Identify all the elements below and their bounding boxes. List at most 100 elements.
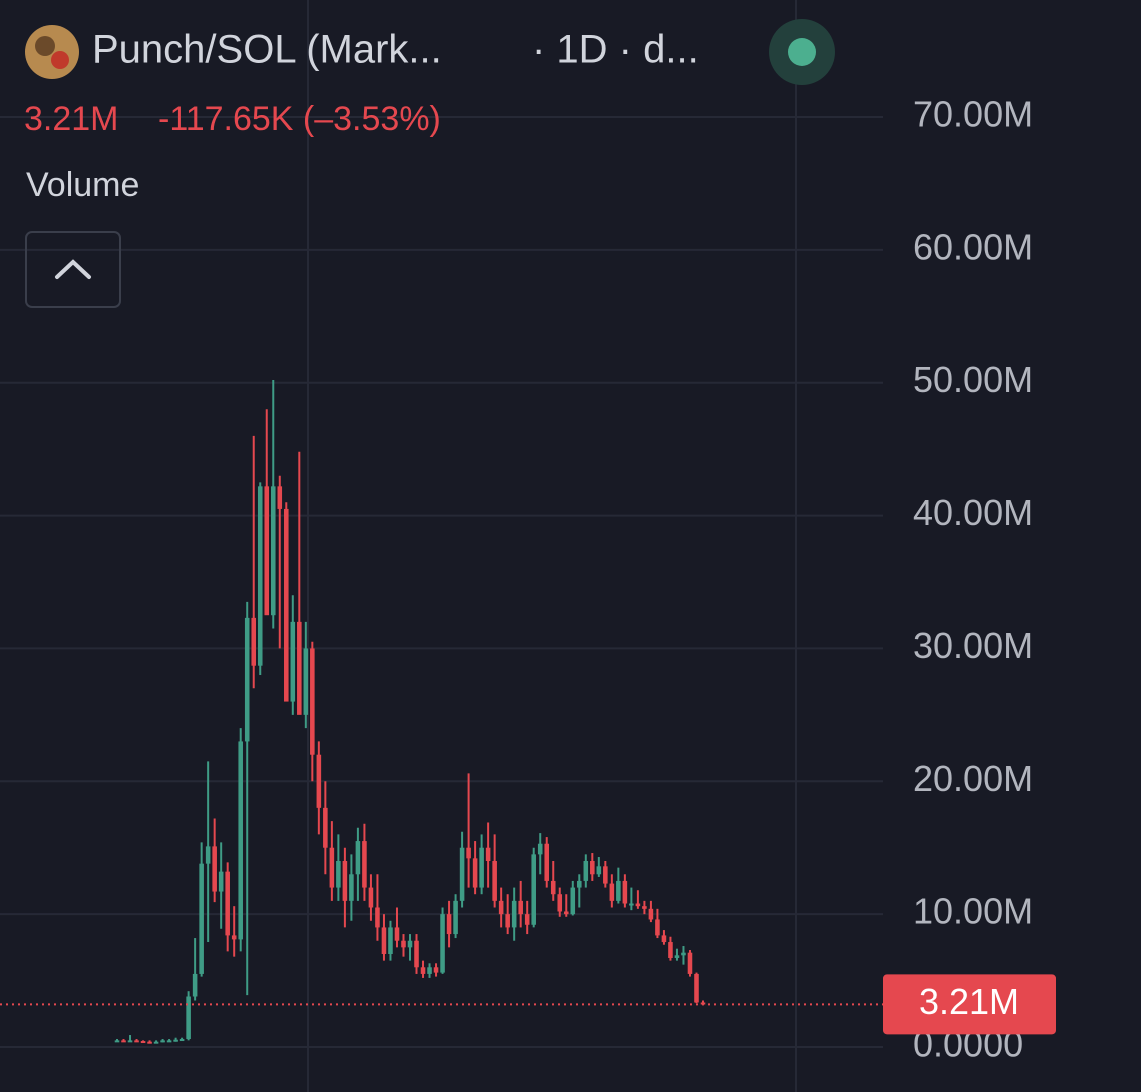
candle-body [635, 903, 641, 907]
candle-body [251, 617, 257, 666]
candles [114, 380, 706, 1044]
candle-body [505, 914, 510, 928]
candle-body [368, 887, 374, 908]
y-tick-label: 30.00M [913, 625, 1033, 666]
candle-body [349, 874, 354, 901]
candle-body [231, 935, 237, 940]
candle-body [687, 952, 693, 974]
candle-body [622, 880, 628, 904]
candle-body [420, 967, 426, 974]
candle-body [375, 907, 380, 928]
candle-body [179, 1039, 185, 1042]
candle-body [297, 621, 302, 715]
y-tick-label: 40.00M [913, 492, 1033, 533]
candle-body [674, 955, 680, 958]
candle-body [472, 858, 478, 888]
candle-body [316, 754, 322, 808]
candle-body [160, 1040, 165, 1043]
candle-body [270, 486, 276, 616]
candle-body [550, 880, 556, 895]
candle-body [277, 486, 283, 509]
candle-body [531, 854, 536, 925]
candle-body [134, 1040, 139, 1043]
candle-body [153, 1041, 159, 1044]
candle-body [342, 861, 348, 901]
candle-body [459, 847, 465, 901]
collapse-button[interactable] [25, 231, 121, 308]
candle-body [485, 847, 491, 861]
candle-body [147, 1041, 152, 1044]
candle-body [583, 861, 589, 881]
candle-body [192, 973, 198, 997]
indicator-label: Volume [26, 166, 139, 204]
last-price-tag-label: 3.21M [919, 981, 1019, 1022]
candle-body [212, 846, 217, 892]
candle-body [427, 967, 432, 974]
candle-body [225, 871, 230, 936]
candle-body [570, 887, 576, 915]
candle-body [329, 847, 335, 888]
candle-body [290, 621, 296, 702]
candle-body [577, 880, 582, 888]
candle-body [394, 927, 400, 941]
grid [0, 0, 883, 1092]
symbol-avatar-detail [35, 36, 55, 56]
candle-body [648, 908, 654, 920]
status-indicator[interactable] [788, 38, 816, 66]
candle-body [414, 940, 419, 968]
candle-body [166, 1040, 172, 1043]
candle-body [524, 914, 530, 925]
candle-body [609, 883, 615, 901]
candle-body [114, 1040, 120, 1043]
candle-body [466, 847, 471, 859]
candle-body [661, 935, 667, 943]
symbol-avatar-detail [51, 51, 69, 69]
candle-body [140, 1041, 146, 1044]
candle-body [381, 927, 387, 954]
candle-body [401, 940, 406, 948]
candle-body [284, 508, 289, 702]
candle-body [218, 871, 224, 892]
candle-body [629, 903, 634, 906]
y-tick-label: 10.00M [913, 891, 1033, 932]
candle-body [388, 927, 393, 954]
y-tick-label: 70.00M [913, 94, 1033, 135]
candle-body [336, 861, 341, 888]
candle-body [453, 900, 458, 935]
price-change: -117.65K (–3.53%) [158, 100, 441, 138]
candle-body [244, 617, 250, 742]
last-price: 3.21M [24, 100, 119, 138]
candle-body [407, 940, 413, 948]
y-tick-label: 20.00M [913, 758, 1033, 799]
candle-body [238, 741, 243, 940]
candle-body [668, 942, 673, 958]
header: Punch/SOL (Mark... · 1D · d... 3.21M -11… [24, 19, 835, 308]
candle-body [257, 486, 263, 666]
candle-body [655, 919, 660, 936]
candle-body [518, 900, 523, 915]
last-price-tag [883, 974, 1056, 1035]
candle-body [544, 843, 550, 881]
candle-body [205, 846, 211, 864]
chevron-up-icon [55, 259, 91, 279]
candle-body [186, 996, 191, 1040]
candle-body [557, 894, 563, 912]
candle-body [440, 914, 445, 973]
candle-body [121, 1040, 126, 1043]
candle-body [694, 973, 699, 1003]
candle-body [498, 900, 504, 915]
candle-body [446, 914, 452, 935]
candle-body [492, 861, 497, 901]
candle-body [603, 866, 608, 884]
candle-body [596, 866, 602, 875]
candle-body [642, 906, 647, 909]
interval: · 1D · d... [532, 28, 699, 72]
candle-body [537, 843, 543, 855]
candle-body [264, 486, 270, 616]
candle-body [303, 648, 309, 715]
y-tick-label: 50.00M [913, 359, 1033, 400]
y-tick-label: 60.00M [913, 226, 1033, 267]
candle-body [479, 847, 484, 888]
candle-body [433, 967, 439, 973]
